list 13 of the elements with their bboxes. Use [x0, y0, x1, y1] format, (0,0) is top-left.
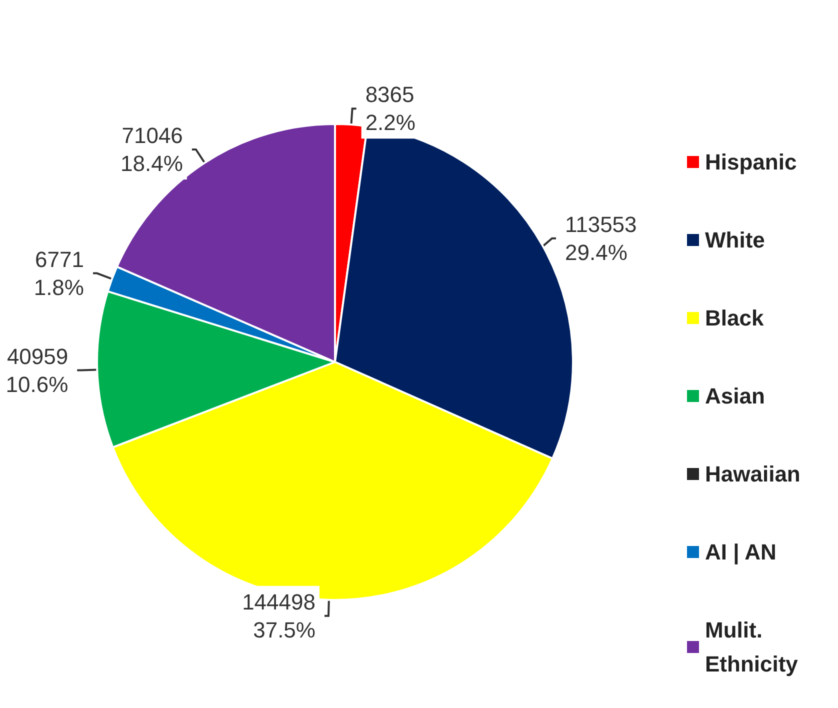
- data-label: 6771 1.8%: [34, 246, 84, 300]
- data-label: 40959 10.6%: [6, 344, 68, 397]
- legend-label: Mulit. Ethnicity: [705, 618, 799, 676]
- data-label: 113553 29.4%: [565, 212, 637, 265]
- legend-label: White: [705, 228, 765, 252]
- legend-label: Hispanic: [705, 150, 797, 174]
- data-label: 8365 2.2%: [365, 82, 416, 136]
- data-label: 144498 37.5%: [242, 589, 316, 642]
- legend-label: AI | AN: [705, 540, 776, 564]
- data-label: 71046 18.4%: [120, 122, 183, 176]
- legend-label: Asian: [705, 384, 765, 408]
- legend-label: Black: [705, 306, 764, 330]
- legend-label: Hawaiian: [705, 462, 800, 486]
